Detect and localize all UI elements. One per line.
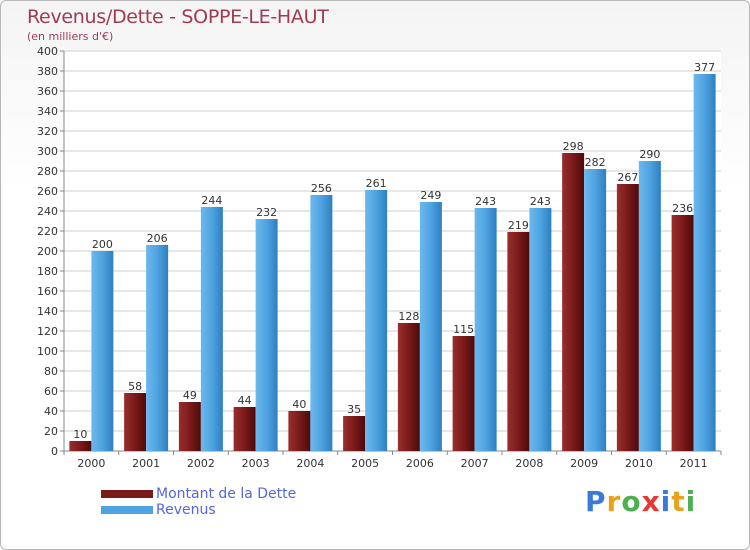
x-tick-label: 2002 (187, 457, 215, 470)
x-tick-label: 2000 (77, 457, 105, 470)
y-tick-label: 260 (37, 185, 58, 198)
bar-revenue (365, 190, 388, 451)
data-label-debt: 115 (453, 323, 474, 336)
bar-debt (178, 402, 201, 451)
bar-debt (397, 323, 420, 451)
brand-letter: o (621, 485, 642, 518)
data-label-debt: 49 (183, 389, 197, 402)
bar-debt (343, 416, 366, 451)
chart-subtitle: (en milliers d'€) (27, 30, 114, 43)
data-label-revenue: 256 (311, 182, 332, 195)
data-label-debt: 35 (347, 403, 361, 416)
x-tick-label: 2007 (461, 457, 489, 470)
x-tick-label: 2003 (242, 457, 270, 470)
bar-debt (562, 153, 585, 451)
x-tick-label: 2005 (351, 457, 379, 470)
y-tick-label: 240 (37, 205, 58, 218)
y-tick-label: 340 (37, 105, 58, 118)
x-tick-label: 2001 (132, 457, 160, 470)
y-tick-label: 80 (44, 365, 58, 378)
bar-revenue (584, 169, 607, 451)
data-label-revenue: 232 (256, 206, 277, 219)
y-tick-label: 160 (37, 285, 58, 298)
y-tick-label: 100 (37, 345, 58, 358)
data-label-debt: 128 (398, 310, 419, 323)
data-label-revenue: 282 (585, 156, 606, 169)
bar-revenue (419, 202, 442, 451)
y-tick-label: 60 (44, 385, 58, 398)
data-label-revenue: 243 (475, 195, 496, 208)
bar-revenue (693, 74, 716, 451)
x-tick-label: 2006 (406, 457, 434, 470)
x-tick-label: 2009 (570, 457, 598, 470)
y-tick-label: 400 (37, 45, 58, 58)
y-tick-label: 40 (44, 405, 58, 418)
brand-letter: r (606, 485, 622, 518)
legend-swatch-revenue (101, 506, 153, 514)
data-label-revenue: 243 (530, 195, 551, 208)
brand-letter: P (585, 485, 607, 518)
brand-letter: x (641, 485, 661, 518)
x-tick-label: 2011 (680, 457, 708, 470)
x-tick-label: 2010 (625, 457, 653, 470)
y-tick-label: 380 (37, 65, 58, 78)
y-tick-label: 180 (37, 265, 58, 278)
data-label-revenue: 261 (366, 177, 387, 190)
data-label-revenue: 206 (147, 232, 168, 245)
bar-revenue (310, 195, 333, 451)
data-label-debt: 10 (73, 428, 87, 441)
chart-title: Revenus/Dette - SOPPE-LE-HAUT (27, 6, 329, 28)
y-tick-label: 360 (37, 85, 58, 98)
bar-revenue (474, 208, 497, 451)
bar-revenue (200, 207, 223, 451)
data-label-revenue: 290 (639, 148, 660, 161)
data-label-revenue: 249 (420, 189, 441, 202)
y-tick-label: 200 (37, 245, 58, 258)
bar-debt (288, 411, 311, 451)
bar-debt (124, 393, 147, 451)
data-label-debt: 58 (128, 380, 142, 393)
brand-letter: i (660, 485, 672, 518)
data-label-revenue: 244 (201, 194, 222, 207)
bar-debt (233, 407, 256, 451)
brand-logo: Proxiti (585, 485, 696, 518)
y-tick-label: 320 (37, 125, 58, 138)
y-tick-label: 140 (37, 305, 58, 318)
data-label-debt: 298 (563, 140, 584, 153)
y-tick-label: 300 (37, 145, 58, 158)
data-label-debt: 44 (238, 394, 252, 407)
data-label-debt: 219 (508, 219, 529, 232)
y-tick-label: 0 (51, 445, 58, 458)
bar-debt (507, 232, 530, 451)
bar-revenue (91, 251, 114, 451)
y-tick-label: 280 (37, 165, 58, 178)
brand-letter: i (685, 485, 697, 518)
bar-debt (452, 336, 475, 451)
data-label-revenue: 377 (694, 61, 715, 74)
bar-debt (616, 184, 639, 451)
brand-letter: t (671, 485, 686, 518)
y-tick-label: 120 (37, 325, 58, 338)
legend-label-revenue: Revenus (156, 502, 216, 518)
data-label-debt: 236 (672, 202, 693, 215)
legend-swatch-debt (101, 490, 153, 498)
bar-revenue (146, 245, 169, 451)
data-label-debt: 267 (617, 171, 638, 184)
x-tick-label: 2008 (515, 457, 543, 470)
y-tick-label: 20 (44, 425, 58, 438)
data-label-revenue: 200 (92, 238, 113, 251)
bar-revenue (255, 219, 278, 451)
bar-debt (69, 441, 92, 451)
legend-label-debt: Montant de la Dette (156, 486, 297, 502)
data-label-debt: 40 (292, 398, 306, 411)
bar-revenue (638, 161, 661, 451)
bar-revenue (529, 208, 552, 451)
x-tick-label: 2004 (296, 457, 324, 470)
y-tick-label: 220 (37, 225, 58, 238)
bar-debt (671, 215, 694, 451)
